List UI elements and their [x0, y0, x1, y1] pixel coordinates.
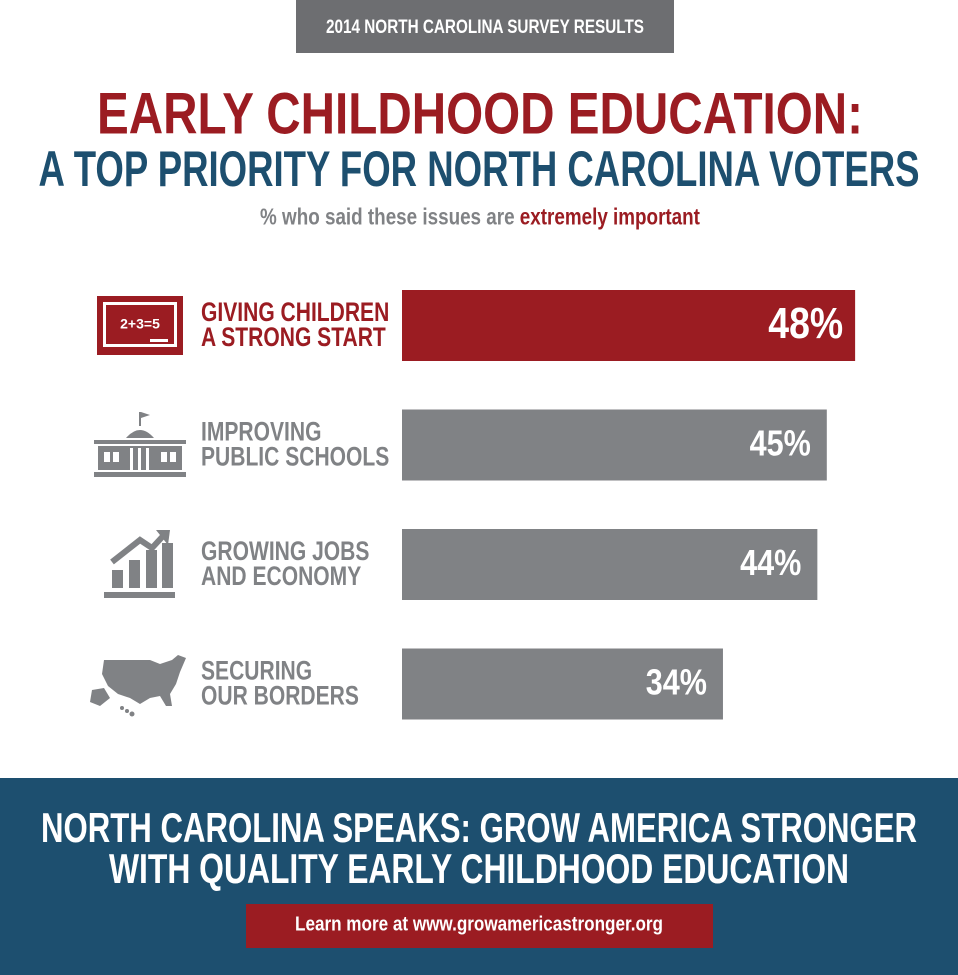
category-label: PUBLIC SCHOOLS — [201, 442, 389, 472]
title-line: A TOP PRIORITY FOR NORTH CAROLINA VOTERS — [39, 141, 920, 197]
footer-title: NORTH CAROLINA SPEAKS: GROW AMERICA STRO… — [41, 804, 917, 851]
value-label: 48% — [768, 298, 843, 348]
bar — [402, 529, 818, 600]
value-label: 45% — [750, 424, 811, 464]
category-label: IMPROVING — [201, 417, 321, 447]
bar — [402, 290, 856, 361]
chalkboard-icon: 2+3=5 — [97, 296, 183, 355]
footer-title: WITH QUALITY EARLY CHILDHOOD EDUCATION — [109, 845, 849, 892]
category-label: A STRONG START — [201, 323, 386, 353]
bar — [402, 648, 723, 720]
category-label: AND ECONOMY — [201, 562, 361, 592]
link[interactable]: Learn more at www.growamericastronger.or… — [295, 913, 663, 935]
link-button[interactable] — [246, 904, 713, 948]
category-label: GIVING CHILDREN — [201, 298, 389, 328]
subtitle-text: % who said these issues are — [260, 204, 515, 229]
us-map-icon — [90, 655, 186, 717]
subtitle: % who said these issues are extremely im… — [260, 204, 700, 229]
value-label: 44% — [740, 544, 801, 584]
category-label: OUR BORDERS — [201, 681, 359, 711]
category-label: GROWING JOBS — [201, 537, 369, 567]
value-label: 34% — [646, 663, 707, 703]
growth-icon — [104, 530, 175, 598]
subtitle-emphasis: extremely important — [520, 204, 700, 229]
svg-text:2+3=5: 2+3=5 — [120, 316, 160, 332]
school-icon — [94, 412, 186, 477]
header: 2014 NORTH CAROLINA SURVEY RESULTS — [326, 17, 644, 38]
title-line: EARLY CHILDHOOD EDUCATION: — [97, 81, 863, 146]
bar — [402, 409, 827, 481]
header-box — [296, 0, 674, 53]
category-label: SECURING — [201, 656, 312, 686]
